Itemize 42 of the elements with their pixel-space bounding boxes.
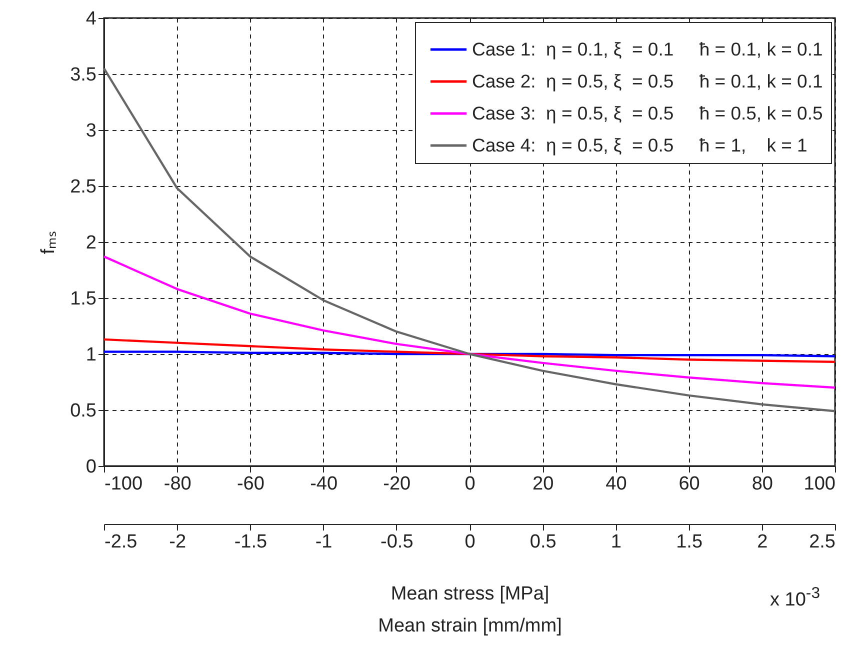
legend-label: Case 2: η = 0.5, ξ = 0.5 ħ = 0.1, k = 0.1 (472, 70, 823, 92)
x-tick-label: -40 (310, 474, 338, 494)
x-axis-title: Mean stress [MPa] (390, 584, 550, 604)
line-series (102, 255, 836, 389)
x2-tick-label: -1.5 (234, 532, 268, 552)
x-tick-label: -60 (236, 474, 264, 494)
y-tick-label: 1 (86, 344, 96, 366)
line-series (102, 67, 836, 412)
y-tick-label: 1.5 (70, 288, 96, 310)
x-tick-label: 60 (678, 474, 700, 494)
x2-tick-label: 1.5 (676, 532, 703, 552)
x-tick-label: -100 (104, 474, 143, 494)
x2-tick-label: 2 (757, 532, 768, 552)
x2-axis-title: Mean strain [mm/mm] (378, 616, 562, 636)
x-tick-label: -20 (383, 474, 411, 494)
x-tick-label: 100 (804, 474, 836, 494)
x-tick-label: -80 (164, 474, 192, 494)
legend-label: Case 4: η = 0.5, ξ = 0.5 ħ = 1, k = 1 (472, 134, 808, 156)
y-tick-label: 4 (86, 8, 97, 30)
y-tick-label: 0.5 (70, 400, 96, 422)
x-tick-label: 20 (532, 474, 554, 494)
x2-tick-label: -0.5 (380, 532, 414, 552)
x2-tick-label: 1 (610, 532, 622, 552)
y-tick-label: 3 (86, 120, 96, 142)
x2-tick-label: -2 (169, 532, 186, 552)
x2-tick-label: 0.5 (530, 532, 556, 552)
text: x 10$^{-3}$ (770, 585, 820, 612)
x2-tick-label: 0 (464, 532, 476, 552)
x-tick-label: 40 (606, 474, 627, 494)
legend-label: Case 3: η = 0.5, ξ = 0.5 ħ = 0.5, k = 0.5 (472, 102, 823, 124)
y-axis-title: fₘₛ (38, 230, 60, 254)
line-series (102, 338, 836, 363)
y-tick-label: 3.5 (70, 64, 96, 86)
y-tick-label: 2 (86, 232, 96, 254)
x2-tick-label: 2.5 (809, 532, 836, 552)
x2-tick-label: -1 (315, 532, 332, 552)
legend-label: Case 1: η = 0.1, ξ = 0.1 ħ = 0.1, k = 0.1 (472, 38, 823, 60)
x-tick-label: 80 (752, 474, 773, 494)
x2-tick-label: -2.5 (104, 532, 138, 552)
x-tick-label: 0 (464, 474, 476, 494)
y-tick-label: 0 (86, 456, 96, 478)
y-tick-label: 2.5 (70, 176, 96, 198)
